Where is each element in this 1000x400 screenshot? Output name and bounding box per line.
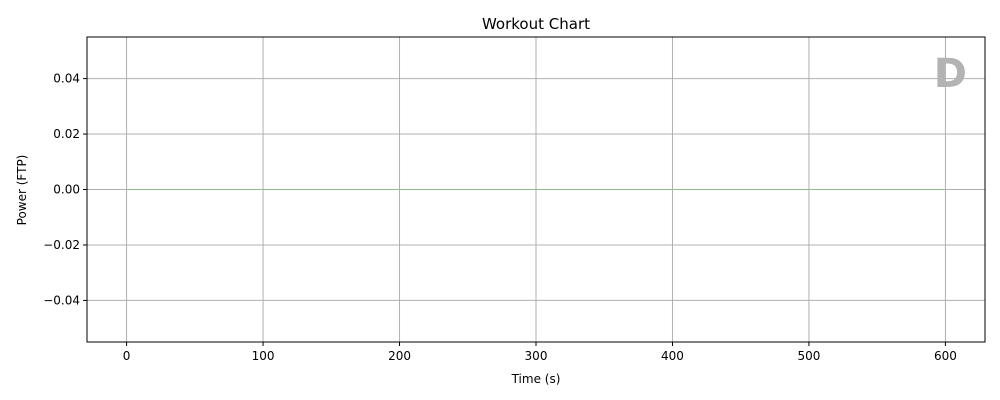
x-tick-label: 0 (123, 349, 131, 363)
x-tick-label: 400 (661, 349, 684, 363)
y-tick-label: −0.04 (43, 293, 80, 307)
y-tick-label: 0.04 (53, 72, 80, 86)
x-tick-label: 100 (252, 349, 275, 363)
x-tick-layer: 0 100 200 300 400 500 600 (123, 342, 957, 363)
y-tick-label: −0.02 (43, 238, 80, 252)
x-tick-label: 300 (525, 349, 548, 363)
y-tick-label: 0.00 (53, 183, 80, 197)
y-tick-label: 0.02 (53, 127, 80, 141)
y-tick-layer: −0.04 −0.02 0.00 0.02 0.04 (43, 72, 87, 307)
x-tick-label: 200 (388, 349, 411, 363)
grade-annotation: D (934, 51, 967, 97)
x-axis-label: Time (s) (511, 372, 561, 386)
x-tick-label: 500 (797, 349, 820, 363)
x-tick-label: 600 (934, 349, 957, 363)
y-axis-label: Power (FTP) (15, 155, 29, 226)
chart-title: Workout Chart (482, 15, 590, 33)
